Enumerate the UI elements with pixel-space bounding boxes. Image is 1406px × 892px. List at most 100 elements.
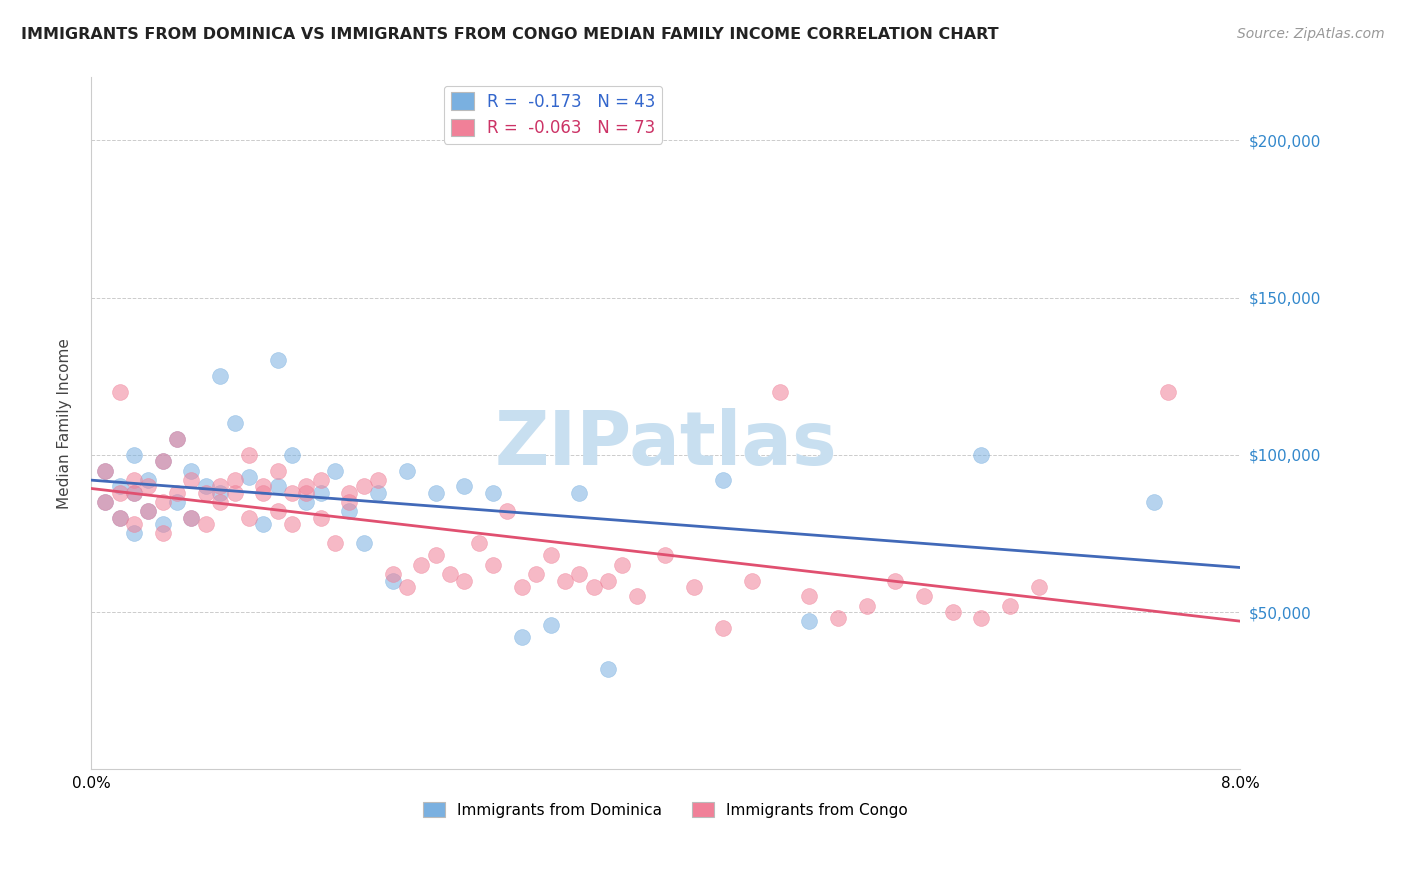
Point [122,473,145,487]
Point [339,495,361,509]
Point [353,479,375,493]
Point [467,536,489,550]
Point [568,567,591,582]
Point [194,479,217,493]
Point [797,615,820,629]
Point [309,510,332,524]
Point [152,516,174,531]
Point [122,485,145,500]
Point [224,473,246,487]
Point [970,448,993,462]
Point [339,485,361,500]
Point [122,526,145,541]
Point [612,558,634,572]
Point [281,448,304,462]
Point [180,473,202,487]
Point [295,479,318,493]
Point [209,369,232,384]
Point [596,662,619,676]
Point [209,479,232,493]
Point [94,464,117,478]
Point [482,558,505,572]
Point [152,454,174,468]
Point [1143,495,1166,509]
Point [194,485,217,500]
Point [166,485,188,500]
Point [238,448,260,462]
Point [540,549,562,563]
Point [827,611,849,625]
Point [152,495,174,509]
Point [122,448,145,462]
Point [166,432,188,446]
Point [295,495,318,509]
Text: Source: ZipAtlas.com: Source: ZipAtlas.com [1237,27,1385,41]
Point [108,479,131,493]
Point [166,432,188,446]
Point [224,417,246,431]
Point [381,574,404,588]
Point [453,574,475,588]
Point [496,504,519,518]
Point [138,479,160,493]
Point [108,510,131,524]
Point [367,485,389,500]
Point [1157,384,1180,399]
Point [266,504,288,518]
Point [970,611,993,625]
Point [138,504,160,518]
Point [411,558,433,572]
Point [252,479,274,493]
Point [884,574,907,588]
Point [711,621,734,635]
Point [540,617,562,632]
Point [596,574,619,588]
Point [309,473,332,487]
Point [524,567,547,582]
Point [482,485,505,500]
Point [108,510,131,524]
Point [152,526,174,541]
Point [122,516,145,531]
Point [224,485,246,500]
Point [323,536,346,550]
Point [797,590,820,604]
Point [266,479,288,493]
Point [180,464,202,478]
Point [295,485,318,500]
Point [942,605,965,619]
Point [554,574,576,588]
Point [654,549,676,563]
Point [252,485,274,500]
Point [180,510,202,524]
Point [108,384,131,399]
Point [138,473,160,487]
Point [855,599,877,613]
Point [309,485,332,500]
Point [582,580,605,594]
Point [122,485,145,500]
Point [209,495,232,509]
Point [238,510,260,524]
Point [683,580,706,594]
Point [353,536,375,550]
Point [912,590,935,604]
Point [209,485,232,500]
Point [711,473,734,487]
Point [252,516,274,531]
Point [281,485,304,500]
Point [339,504,361,518]
Point [381,567,404,582]
Point [138,504,160,518]
Point [769,384,792,399]
Point [94,495,117,509]
Point [395,464,418,478]
Point [1028,580,1050,594]
Point [395,580,418,594]
Point [266,353,288,368]
Point [166,495,188,509]
Point [367,473,389,487]
Point [741,574,763,588]
Text: IMMIGRANTS FROM DOMINICA VS IMMIGRANTS FROM CONGO MEDIAN FAMILY INCOME CORRELATI: IMMIGRANTS FROM DOMINICA VS IMMIGRANTS F… [21,27,998,42]
Point [568,485,591,500]
